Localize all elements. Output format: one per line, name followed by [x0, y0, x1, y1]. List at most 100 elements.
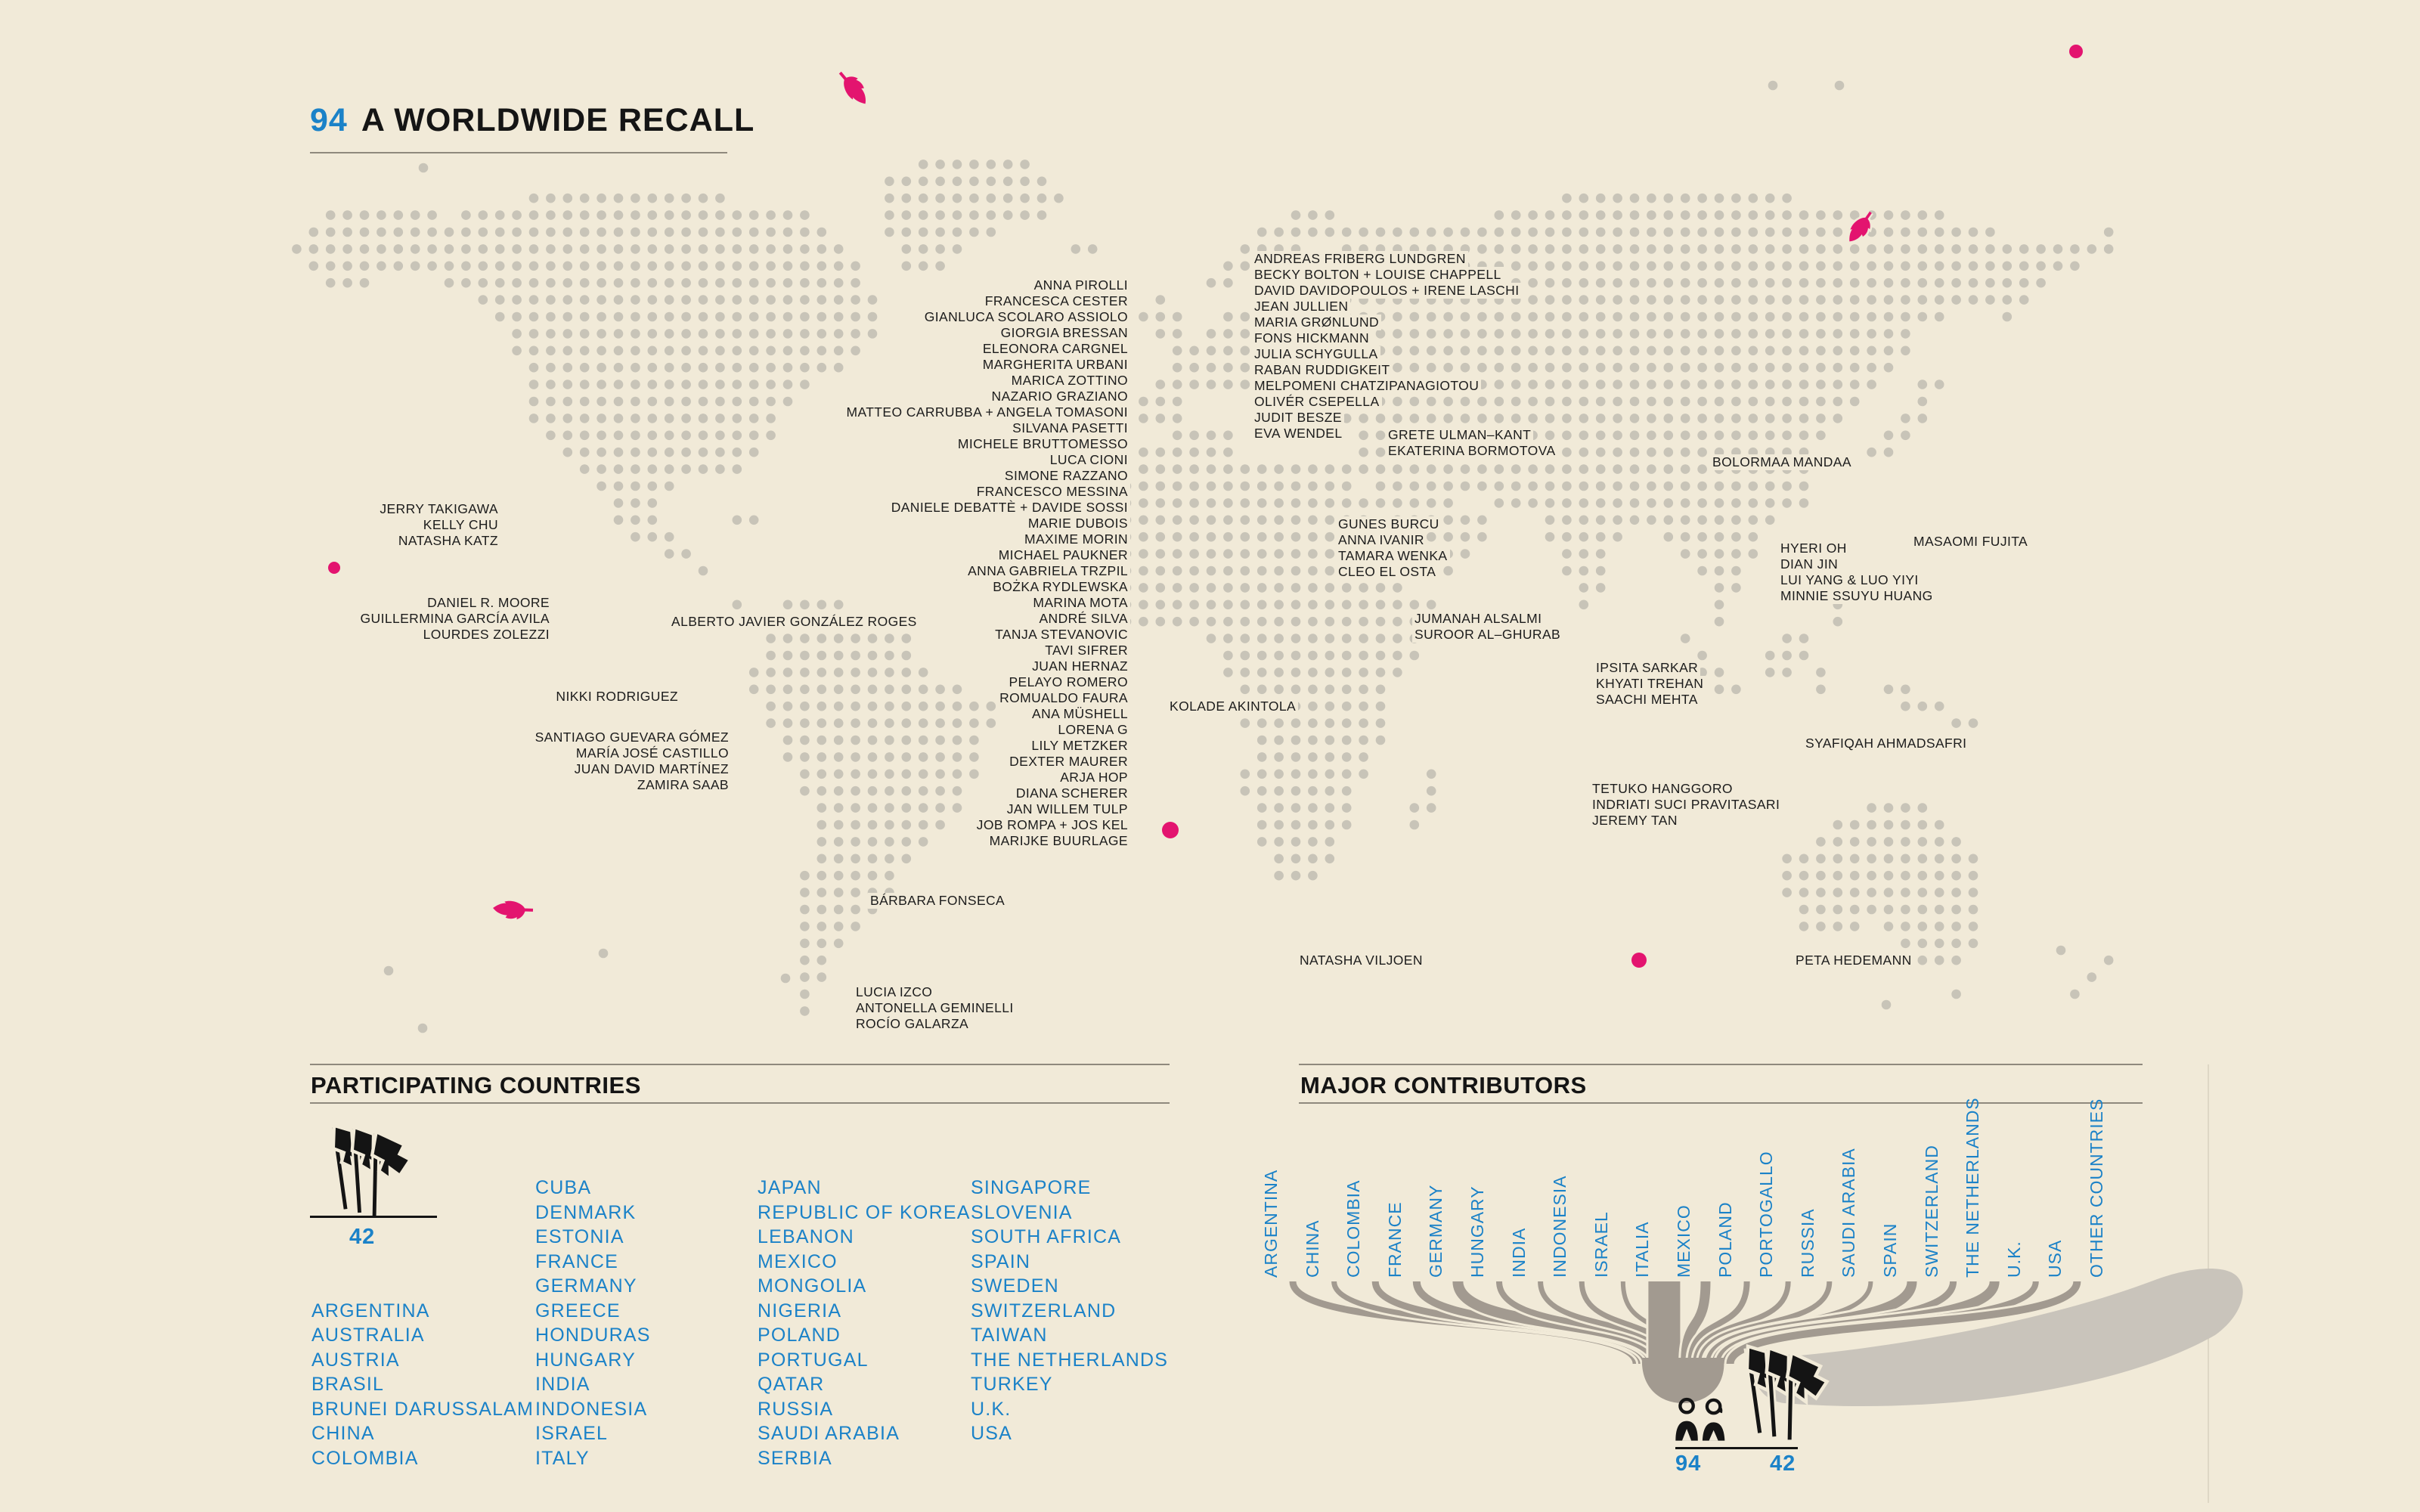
contributor-name: JUDIT BESZE	[1252, 409, 1344, 426]
fan-label-poland: POLAND	[1715, 1201, 1735, 1278]
contributor-name: SAACHI MEHTA	[1594, 691, 1700, 708]
country-item: BRASIL	[311, 1374, 385, 1395]
fan-trunk	[1641, 1358, 1724, 1403]
contributor-name: MARÍA JOSÉ CASTILLO	[573, 745, 731, 761]
contributor-name: SILVANA PASETTI	[1010, 420, 1130, 436]
contributor-name: GRETE ULMAN–KANT	[1386, 426, 1534, 443]
country-item: ARGENTINA	[311, 1300, 430, 1321]
contributor-name: MELPOMENI CHATZIPANAGIOTOU	[1252, 377, 1482, 394]
contributor-name: LUCA CIONI	[1047, 451, 1130, 468]
contributor-name: ALBERTO JAVIER GONZÁLEZ ROGES	[669, 613, 919, 630]
contributor-name: SYAFIQAH AHMADSAFRI	[1803, 735, 1969, 751]
contributor-name: ANDRÉ SILVA	[1036, 610, 1130, 627]
contributor-name: MARICA ZOTTINO	[1009, 372, 1130, 389]
country-item: SINGAPORE	[971, 1177, 1092, 1198]
contributor-name: BÁRBARA FONSECA	[868, 892, 1008, 909]
map-label-grete-group: GRETE ULMAN–KANT EKATERINA BORMOTOVA	[1386, 426, 1558, 459]
title-number: 94	[310, 102, 348, 138]
country-item: GERMANY	[535, 1275, 637, 1297]
contributor-name: MARIA GRØNLUND	[1252, 314, 1382, 330]
map-label-barbara: BÁRBARA FONSECA	[868, 892, 1008, 909]
contributor-name: MAXIME MORIN	[1021, 531, 1130, 547]
contributor-name: JUAN DAVID MARTÍNEZ	[572, 761, 731, 777]
contributor-name: JUMANAH ALSALMI	[1412, 610, 1545, 627]
contributor-name: LUI YANG & LUO YIYI	[1778, 572, 1921, 588]
contributor-name: CLEO EL OSTA	[1336, 563, 1439, 580]
leaf-icon	[1847, 210, 1873, 244]
map-label-bolormaa: BOLORMAA MANDAA	[1710, 454, 1854, 470]
contributor-name: ANNA GABRIELA TRZPIL	[965, 562, 1130, 579]
page-title: 94 A WORLDWIDE RECALL	[310, 91, 754, 151]
fan-label-israel: ISRAEL	[1591, 1211, 1611, 1278]
contributor-name: DANIEL R. MOORE	[425, 594, 552, 611]
contributor-name: MATTEO CARRUBBA + ANGELA TOMASONI	[844, 404, 1130, 420]
map-label-daniel-group: DANIEL R. MOORE GUILLERMINA GARCÍA AVILA L…	[358, 594, 552, 643]
map-label-nordic-cluster: ANDREAS FRIBERG LUNDGREN BECKY BOLTON + L…	[1252, 250, 1522, 442]
country-item: DENMARK	[535, 1201, 637, 1223]
country-item: SLOVENIA	[971, 1201, 1073, 1223]
contributor-name: KOLADE AKINTOLA	[1167, 698, 1299, 714]
contributor-name: ROMUALDO FAURA	[997, 689, 1130, 706]
contributor-name: HYERI OH	[1778, 540, 1849, 556]
contributor-name: NAZARIO GRAZIANO	[989, 388, 1130, 404]
map-label-gunes-group: GUNES BURCU ANNA IVANIR TAMARA WENKA CLEO E…	[1336, 516, 1450, 580]
fan-label-indonesia: INDONESIA	[1550, 1175, 1570, 1278]
people-icon	[1672, 1396, 1731, 1442]
map-label-tetuko-group: TETUKO HANGGORO INDRIATI SUCI PRAVITASARI…	[1590, 780, 1783, 829]
fan-label-france: FRANCE	[1384, 1201, 1405, 1278]
country-item: MONGOLIA	[758, 1275, 867, 1297]
map-label-santiago-group: SANTIAGO GUEVARA GÓMEZ MARÍA JOSÉ CASTILL…	[532, 729, 731, 793]
country-item: MEXICO	[758, 1250, 838, 1272]
country-item: AUSTRIA	[311, 1349, 400, 1371]
country-item: REPUBLIC OF KOREA	[758, 1201, 971, 1223]
contributor-name: FRANCESCO MESSINA	[974, 483, 1130, 500]
contributor-name: SANTIAGO GUEVARA GÓMEZ	[532, 729, 731, 745]
country-item: BRUNEI DARUSSALAM	[311, 1398, 535, 1420]
contributor-name: PELAYO ROMERO	[1006, 674, 1130, 690]
contributor-name: SIMONE RAZZANO	[1002, 467, 1130, 484]
map-label-peta: PETA HEDEMANN	[1793, 952, 1914, 968]
contributor-name: ANNA IVANIR	[1336, 531, 1427, 548]
fan-label-portogallo: PORTOGALLO	[1756, 1151, 1777, 1278]
country-item: COLOMBIA	[311, 1447, 419, 1469]
country-item: POLAND	[758, 1325, 841, 1346]
map-label-hyeri-group: HYERI OH DIAN JIN LUI YANG & LUO YIYI MINNI…	[1778, 540, 1935, 604]
fan-label-mexico: MEXICO	[1674, 1204, 1693, 1278]
contributor-name: NATASHA VILJOEN	[1297, 952, 1425, 968]
contributor-name: ANA MÜSHELL	[1030, 705, 1130, 722]
country-item: CHINA	[311, 1423, 375, 1444]
contributor-name: LORENA G	[1055, 721, 1130, 738]
country-item: SAUDI ARABIA	[758, 1423, 900, 1444]
contributor-name: MINNIE SSUYU HUANG	[1778, 587, 1935, 604]
contributor-name: SUROOR AL–GHURAB	[1412, 626, 1563, 643]
contributor-name: TAMARA WENKA	[1336, 547, 1450, 564]
fan-label-colombia: COLOMBIA	[1343, 1179, 1364, 1278]
contributor-name: MARIE DUBOIS	[1025, 515, 1130, 531]
country-item: SPAIN	[971, 1250, 1031, 1272]
contributor-name: ANTONELLA GEMINELLI	[854, 999, 1016, 1016]
contributor-name: JEAN JULLIEN	[1252, 298, 1351, 314]
fan-label-india: INDIA	[1508, 1227, 1529, 1278]
contributor-name: KELLY CHU	[420, 516, 500, 533]
fan-label-russia: RUSSIA	[1797, 1208, 1817, 1278]
fan-label-italia: ITALIA	[1632, 1221, 1653, 1278]
contributor-name: NATASHA KATZ	[395, 532, 500, 549]
map-label-syafiqah: SYAFIQAH AHMADSAFRI	[1803, 735, 1969, 751]
fan-band-other-countries	[1752, 1268, 2243, 1407]
country-item: TAIWAN	[971, 1325, 1048, 1346]
fan-ribbon-mexico	[1681, 1281, 1711, 1365]
fan-ribbon-poland	[1687, 1281, 1750, 1365]
contributor-name: GUILLERMINA GARCÍA AVILA	[358, 610, 552, 627]
participating-rule-top	[310, 1064, 1170, 1065]
country-item: USA	[971, 1423, 1013, 1444]
title-text: A WORLDWIDE RECALL	[361, 102, 755, 138]
map-label-masaomi: MASAOMI FUJITA	[1911, 533, 2031, 550]
contributor-name: FRANCESCA CESTER	[982, 293, 1130, 309]
major-rule-bottom	[1299, 1102, 2143, 1104]
fan-label-saudi-arabia: SAUDI ARABIA	[1839, 1148, 1859, 1278]
contributor-name: IPSITA SARKAR	[1594, 659, 1701, 676]
contributor-name: MASAOMI FUJITA	[1911, 533, 2031, 550]
